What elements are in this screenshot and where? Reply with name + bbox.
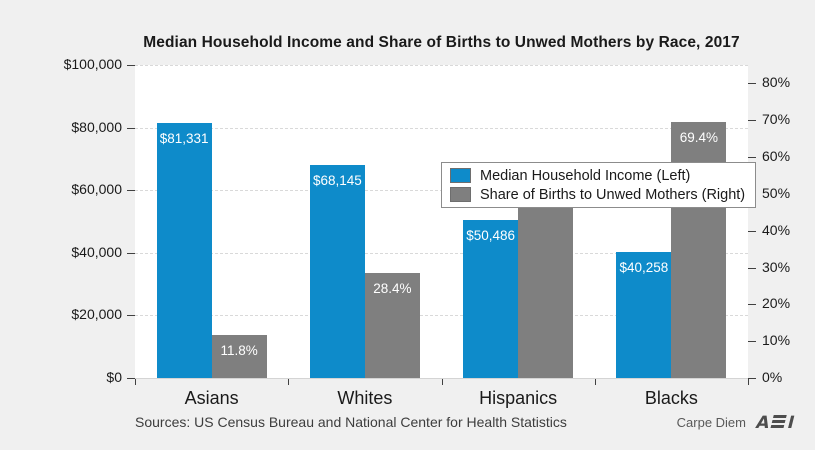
svg-text:A: A [754,413,772,432]
bar-income-whites: $68,145 [309,164,365,378]
bar-births-asians: 11.8% [211,334,267,378]
bar-value-label: $50,486 [466,227,516,243]
right-axis-label: 0% [762,369,783,385]
legend: Median Household Income (Left) Share of … [441,162,757,208]
legend-item-income: Median Household Income (Left) [450,166,745,185]
x-axis-tick [441,379,443,385]
legend-swatch-births [450,187,471,202]
carpe-diem-label: Carpe Diem [676,414,746,430]
x-axis-tick [288,379,290,385]
bar-births-blacks: 69.4% [671,122,727,378]
right-axis-label: 40% [762,221,791,238]
right-axis-label: 60% [762,148,791,165]
right-axis-tick [748,267,756,269]
bar-income-hispanics: $50,486 [463,219,519,378]
category-label-blacks: Blacks [644,388,698,408]
right-axis-tick [748,230,756,232]
left-axis-tick [127,65,135,66]
left-axis-label: $80,000 [71,118,122,135]
left-axis-label: $100,000 [63,56,122,72]
right-axis-tick [748,378,756,379]
right-axis-tick [748,304,756,306]
left-axis-tick [127,315,135,317]
x-axis-tick [135,379,136,385]
right-axis-label: 30% [762,258,791,275]
bar-value-label: 11.8% [220,342,258,358]
branding: Carpe Diem A I [677,412,800,432]
legend-item-births: Share of Births to Unwed Mothers (Right) [450,185,745,204]
plot-area: Median Household Income (Left) Share of … [135,65,757,379]
right-axis-label: 70% [762,111,791,128]
x-axis-tick [748,379,749,385]
right-axis-tick [748,341,756,343]
gridline [135,315,748,317]
category-label-asians: Asians [184,388,239,408]
chart-title-text: Median Household Income and Share of Bir… [143,34,740,51]
bar-births-whites: 28.4% [364,273,420,378]
left-axis-label: $0 [106,369,122,385]
bar-value-label: $68,145 [312,172,362,188]
x-axis-tick [594,379,596,385]
gridline [135,252,748,254]
left-axis-tick [127,127,135,129]
legend-label-births: Share of Births to Unwed Mothers (Right) [480,186,746,203]
right-axis-tick [748,157,756,159]
bar-income-blacks: $40,258 [616,252,672,378]
left-axis-tick [127,378,135,379]
sources-note: Sources: US Census Bureau and National C… [135,414,567,430]
right-axis-tick [748,120,756,122]
svg-text:I: I [785,413,796,432]
left-axis-label: $60,000 [71,181,122,198]
left-axis-label: $20,000 [71,306,122,323]
category-label-whites: Whites [337,388,393,408]
bar-births-hispanics: 52.1% [518,186,574,378]
legend-swatch-income [450,168,471,183]
legend-label-income: Median Household Income (Left) [480,167,691,184]
left-axis-label: $40,000 [71,243,122,260]
right-axis-label: 80% [762,74,791,91]
chart-title: Median Household Income and Share of Bir… [135,34,748,52]
bar-value-label: 28.4% [373,281,412,297]
right-axis-label: 50% [762,184,791,201]
bar-income-asians: $81,331 [156,123,212,378]
bar-value-label: $81,331 [159,131,209,147]
bar-value-label: $40,258 [619,260,669,275]
left-axis-tick [127,190,135,192]
left-axis-tick [127,252,135,254]
bar-value-label: 69.4% [679,130,719,146]
right-axis-label: 10% [762,332,791,349]
aei-logo: A I [754,413,797,432]
gridline [135,127,748,129]
category-label-hispanics: Hispanics [479,388,558,408]
gridline [135,65,748,66]
right-axis-tick [748,83,756,85]
right-axis-label: 20% [762,295,791,312]
